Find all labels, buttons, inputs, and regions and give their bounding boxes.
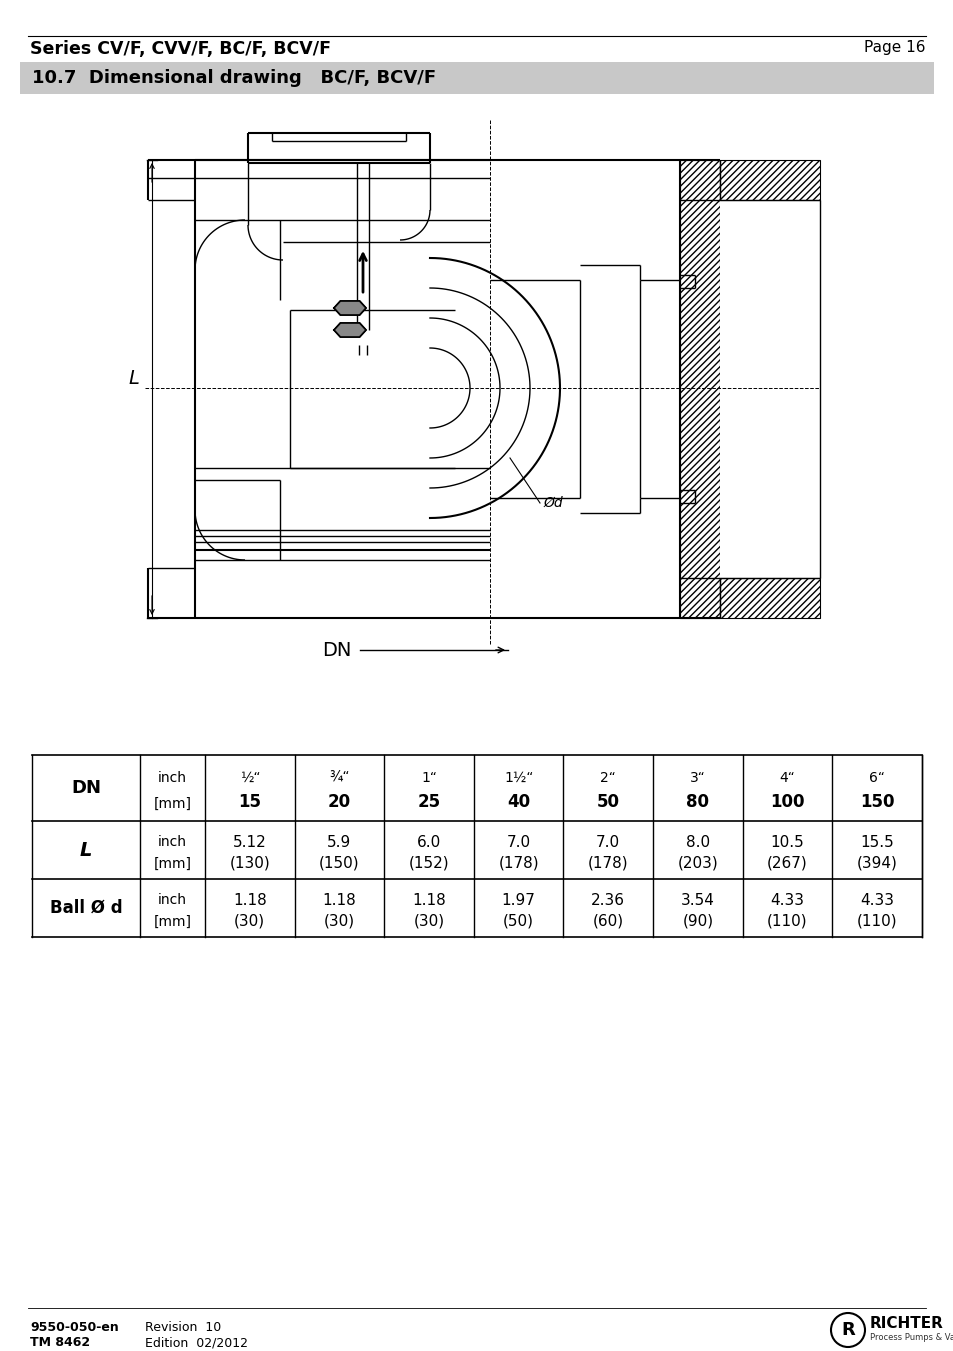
- Text: 2“: 2“: [599, 771, 616, 785]
- Text: Series CV/F, CVV/F, BC/F, BCV/F: Series CV/F, CVV/F, BC/F, BCV/F: [30, 41, 331, 58]
- Text: 1.18: 1.18: [233, 893, 267, 908]
- Text: 4.33: 4.33: [860, 893, 893, 908]
- Bar: [720, 200, 820, 578]
- Text: (110): (110): [766, 915, 807, 929]
- Text: L: L: [80, 840, 92, 859]
- Text: 6“: 6“: [868, 771, 884, 785]
- Text: 100: 100: [769, 793, 804, 811]
- Text: (90): (90): [681, 915, 713, 929]
- Text: 4.33: 4.33: [770, 893, 803, 908]
- Bar: [639, 250, 679, 265]
- Text: (178): (178): [587, 857, 628, 871]
- Text: 1.18: 1.18: [322, 893, 355, 908]
- Text: 10.7  Dimensional drawing   BC/F, BCV/F: 10.7 Dimensional drawing BC/F, BCV/F: [32, 69, 436, 86]
- Text: [mm]: [mm]: [153, 797, 192, 811]
- Text: inch: inch: [158, 835, 187, 848]
- Text: (30): (30): [234, 915, 265, 929]
- Text: 2.36: 2.36: [591, 893, 624, 908]
- Text: 5.9: 5.9: [327, 835, 352, 850]
- Bar: [579, 499, 639, 617]
- Text: Ød: Ød: [542, 496, 562, 509]
- Text: L: L: [129, 369, 139, 388]
- Text: (150): (150): [319, 857, 359, 871]
- Text: 7.0: 7.0: [596, 835, 619, 850]
- Text: 6.0: 6.0: [416, 835, 440, 850]
- Text: DN: DN: [71, 780, 101, 797]
- Text: inch: inch: [158, 893, 187, 907]
- Text: (267): (267): [766, 857, 807, 871]
- Text: 4“: 4“: [779, 771, 795, 785]
- Text: 40: 40: [507, 793, 530, 811]
- Text: 8.0: 8.0: [685, 835, 709, 850]
- Text: TM 8462: TM 8462: [30, 1336, 90, 1350]
- Text: (394): (394): [856, 857, 897, 871]
- Text: R: R: [841, 1321, 854, 1339]
- Text: 1.18: 1.18: [412, 893, 445, 908]
- Bar: [639, 499, 679, 513]
- Text: Ball Ø d: Ball Ø d: [50, 898, 122, 917]
- Polygon shape: [334, 323, 366, 336]
- Text: 10.5: 10.5: [770, 835, 803, 850]
- Text: 150: 150: [859, 793, 894, 811]
- Text: 20: 20: [328, 793, 351, 811]
- Bar: [679, 159, 720, 617]
- Text: inch: inch: [158, 771, 187, 785]
- Text: 25: 25: [417, 793, 440, 811]
- Text: 50: 50: [597, 793, 619, 811]
- Bar: [20, 62, 933, 95]
- Text: (60): (60): [592, 915, 623, 929]
- Text: ½“: ½“: [239, 771, 260, 785]
- Bar: [720, 159, 820, 200]
- Circle shape: [830, 1313, 864, 1347]
- Text: 15: 15: [238, 793, 261, 811]
- Text: 3“: 3“: [689, 771, 705, 785]
- Text: DN: DN: [322, 640, 352, 659]
- Text: (203): (203): [677, 857, 718, 871]
- Text: 1“: 1“: [420, 771, 436, 785]
- Text: (178): (178): [497, 857, 538, 871]
- Text: [mm]: [mm]: [153, 857, 192, 871]
- Text: (130): (130): [230, 857, 270, 871]
- Text: Edition  02/2012: Edition 02/2012: [145, 1336, 248, 1350]
- Bar: [579, 159, 639, 280]
- Text: 5.12: 5.12: [233, 835, 267, 850]
- Text: Process Pumps & Valves: Process Pumps & Valves: [869, 1332, 953, 1342]
- Text: (110): (110): [856, 915, 897, 929]
- Text: 1.97: 1.97: [501, 893, 535, 908]
- Text: (30): (30): [323, 915, 355, 929]
- Text: 15.5: 15.5: [860, 835, 893, 850]
- Text: Revision  10: Revision 10: [145, 1321, 221, 1333]
- Text: (152): (152): [408, 857, 449, 871]
- Text: 7.0: 7.0: [506, 835, 530, 850]
- Text: (50): (50): [502, 915, 534, 929]
- Text: (30): (30): [413, 915, 444, 929]
- Text: Page 16: Page 16: [863, 41, 925, 55]
- Text: 1½“: 1½“: [503, 771, 533, 785]
- Text: 80: 80: [686, 793, 709, 811]
- Text: 9550-050-en: 9550-050-en: [30, 1321, 118, 1333]
- Text: ¾“: ¾“: [329, 771, 350, 785]
- Text: RICHTER: RICHTER: [869, 1316, 943, 1331]
- Text: 3.54: 3.54: [680, 893, 714, 908]
- Polygon shape: [334, 301, 366, 315]
- Bar: [720, 578, 820, 617]
- Text: [mm]: [mm]: [153, 915, 192, 929]
